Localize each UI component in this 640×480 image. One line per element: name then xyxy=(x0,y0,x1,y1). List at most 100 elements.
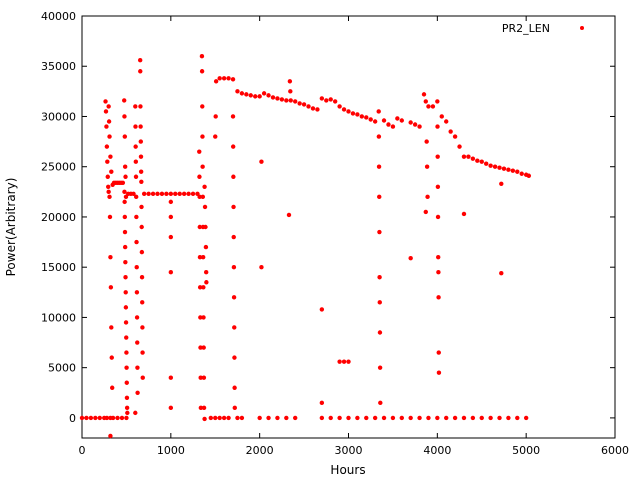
data-point xyxy=(155,191,160,197)
data-point xyxy=(140,375,145,380)
data-point xyxy=(139,249,145,255)
data-point xyxy=(122,114,127,119)
data-point xyxy=(231,174,236,179)
x-tick-label: 6000 xyxy=(601,444,629,457)
data-point xyxy=(461,154,467,159)
data-point xyxy=(197,194,202,200)
data-point xyxy=(133,144,138,149)
data-point xyxy=(104,124,109,129)
data-point xyxy=(390,124,396,129)
y-tick-label: 15000 xyxy=(41,261,76,274)
data-point xyxy=(107,134,112,139)
data-point xyxy=(213,114,218,119)
data-point xyxy=(452,134,458,139)
data-point xyxy=(231,234,236,240)
data-point xyxy=(412,122,418,127)
y-tick-label: 40000 xyxy=(41,10,76,23)
data-point xyxy=(108,154,113,159)
data-point xyxy=(444,119,449,124)
data-point xyxy=(337,359,342,364)
data-point xyxy=(199,53,205,59)
data-point xyxy=(435,99,440,104)
data-point xyxy=(526,173,532,178)
data-point xyxy=(364,415,369,421)
data-point xyxy=(201,345,206,350)
data-point xyxy=(198,405,204,411)
data-point xyxy=(293,415,298,421)
data-point xyxy=(139,224,144,230)
data-point xyxy=(168,199,174,205)
x-tick-label: 3000 xyxy=(335,444,363,457)
data-point xyxy=(436,254,441,260)
data-point xyxy=(139,275,145,280)
data-point xyxy=(110,415,116,421)
data-point xyxy=(203,270,209,275)
data-point xyxy=(355,112,360,117)
data-point xyxy=(135,365,140,370)
data-point xyxy=(199,69,205,74)
data-point xyxy=(377,365,383,370)
data-point xyxy=(107,194,112,200)
legend: PR2_LEN xyxy=(502,22,584,35)
data-point xyxy=(435,415,440,421)
y-tick-label: 25000 xyxy=(41,161,76,174)
data-point xyxy=(115,415,120,421)
data-point xyxy=(376,109,381,114)
data-point xyxy=(103,99,108,104)
data-point xyxy=(341,359,347,364)
data-point xyxy=(328,415,333,421)
data-point xyxy=(346,109,351,114)
data-point xyxy=(168,405,174,411)
data-point xyxy=(377,275,382,280)
data-point xyxy=(376,164,382,169)
data-point xyxy=(377,300,382,305)
data-point xyxy=(138,104,143,109)
data-point xyxy=(390,415,396,421)
data-point xyxy=(138,169,144,174)
data-point xyxy=(408,120,413,125)
data-point xyxy=(131,191,136,197)
data-point xyxy=(231,204,236,210)
data-point xyxy=(284,98,289,103)
data-point xyxy=(177,191,182,197)
data-point xyxy=(386,122,391,127)
data-point xyxy=(253,94,258,99)
data-point xyxy=(479,415,484,421)
data-point xyxy=(108,433,113,439)
data-point xyxy=(122,189,127,195)
data-point xyxy=(515,415,520,421)
data-point xyxy=(424,164,430,169)
data-point xyxy=(122,214,128,220)
data-point xyxy=(284,415,289,421)
data-point xyxy=(168,375,174,380)
data-point xyxy=(293,99,298,104)
data-point xyxy=(168,191,174,197)
data-point xyxy=(200,254,206,260)
y-tick-label: 0 xyxy=(69,412,76,425)
data-point xyxy=(141,191,147,197)
data-point xyxy=(106,184,111,190)
data-point xyxy=(461,211,467,217)
data-point xyxy=(104,415,110,421)
data-point xyxy=(93,415,98,421)
data-point xyxy=(341,107,347,112)
data-point xyxy=(133,174,139,179)
data-point xyxy=(138,69,143,74)
data-point xyxy=(122,229,128,235)
data-point xyxy=(457,144,462,149)
data-point xyxy=(483,161,489,166)
data-point xyxy=(501,166,507,171)
data-point xyxy=(324,98,329,103)
data-point xyxy=(488,415,493,421)
data-point xyxy=(168,270,174,275)
data-point xyxy=(435,184,441,190)
data-point xyxy=(350,111,356,116)
data-point xyxy=(105,174,110,179)
y-axis-label: Power(Arbitrary) xyxy=(4,178,18,277)
data-point xyxy=(439,114,444,119)
data-point xyxy=(381,415,387,421)
data-point xyxy=(200,194,206,200)
data-point xyxy=(133,104,138,109)
data-point xyxy=(306,104,311,109)
data-point xyxy=(435,154,440,159)
